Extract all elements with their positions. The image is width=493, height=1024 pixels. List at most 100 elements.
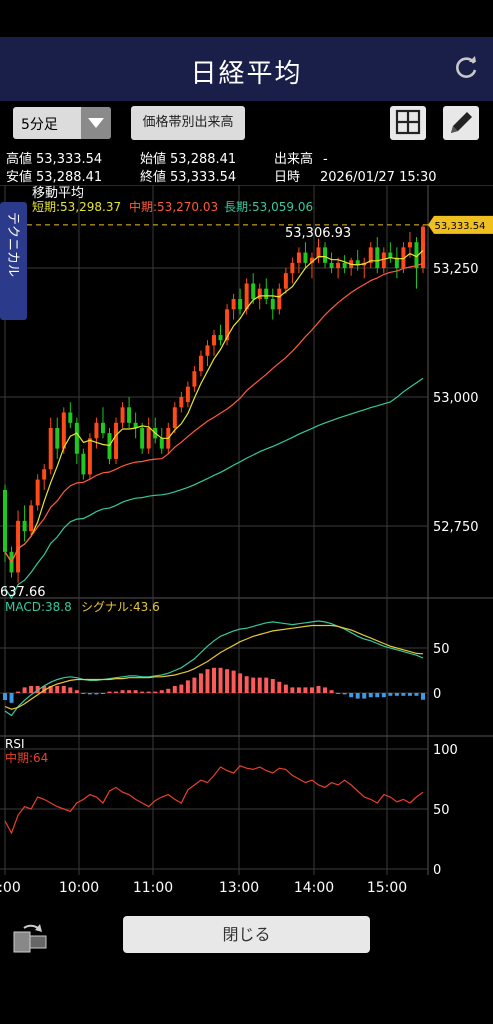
candle	[74, 422, 79, 454]
candle	[42, 469, 47, 480]
macd-histogram-bar	[198, 673, 203, 693]
draw-tool-button[interactable]	[443, 106, 479, 140]
macd-histogram-bar	[48, 686, 53, 693]
macd-histogram-bar	[388, 693, 393, 696]
ma-title: 移動平均	[32, 186, 84, 201]
candle	[323, 247, 328, 263]
candle	[100, 422, 105, 434]
grid-layout-button[interactable]	[390, 106, 426, 140]
macd-histogram-bar	[114, 691, 119, 693]
candle	[375, 247, 380, 268]
macd-histogram-bar	[290, 687, 295, 693]
macd-histogram-bar	[55, 686, 60, 693]
macd-histogram-bar	[9, 693, 14, 703]
rsi-legend: 中期:64	[5, 750, 48, 765]
candle	[127, 407, 132, 423]
macd-histogram-bar	[140, 691, 145, 693]
interval-select[interactable]: 5分足	[13, 107, 111, 139]
candle	[303, 252, 308, 263]
candle	[22, 520, 27, 532]
y-tick-label: 53,250	[433, 262, 479, 277]
pencil-icon	[451, 112, 472, 133]
candle	[198, 355, 203, 372]
technical-tab	[0, 202, 27, 320]
macd-histogram-bar	[74, 690, 79, 693]
candle	[16, 520, 21, 573]
candle	[368, 247, 373, 263]
info-open: 始値 53,288.41	[140, 152, 237, 167]
macd-histogram-bar	[107, 691, 112, 693]
chart-area[interactable]: 53,250 53,000 52,750 9:00 10:00 11:00 13:00 14:…	[0, 185, 493, 900]
bottom-bar: 閉じる	[0, 900, 493, 970]
candle	[401, 247, 406, 268]
macd-histogram-bar	[29, 686, 34, 693]
macd-histogram-bar	[133, 690, 138, 693]
macd-histogram-bar	[342, 693, 347, 695]
rsi-title: RSI	[5, 737, 25, 751]
candle	[192, 371, 197, 387]
candle	[355, 260, 360, 266]
rsi-y-tick: 100	[433, 743, 458, 758]
candle	[414, 242, 419, 268]
page-title: 日経平均	[190, 59, 303, 89]
macd-legend: MACD:38.8	[5, 600, 72, 614]
macd-histogram-bar	[244, 676, 249, 693]
macd-histogram-bar	[94, 693, 99, 695]
long-ma-line	[4, 377, 424, 600]
candle	[61, 412, 66, 449]
macd-histogram-bar	[375, 693, 380, 698]
candle	[133, 422, 138, 428]
macd-histogram-bar	[296, 687, 301, 693]
x-tick-label: 9:00	[0, 880, 21, 896]
macd-histogram-bar	[192, 677, 197, 693]
candle	[159, 438, 164, 449]
candle	[277, 288, 282, 310]
macd-histogram-bar	[283, 684, 288, 693]
mid-ma-line	[4, 262, 424, 564]
candle	[35, 479, 40, 506]
last-price-label: 53,333.54	[435, 221, 486, 232]
macd-histogram-bar	[218, 667, 223, 693]
info-volume: 出来高 -	[274, 152, 328, 167]
candle	[296, 252, 301, 263]
candle	[381, 252, 386, 268]
refresh-icon[interactable]	[453, 55, 479, 81]
macd-histogram-bar	[323, 687, 328, 693]
macd-histogram-bar	[159, 690, 164, 693]
macd-histogram-bar	[166, 688, 171, 693]
rotate-screen-icon[interactable]	[10, 916, 48, 954]
rsi-y-tick: 50	[433, 803, 450, 818]
candle	[3, 489, 7, 552]
ma-legend-0: 短期:53,298.37	[32, 200, 121, 214]
rsi-line	[4, 765, 424, 835]
candle	[251, 283, 256, 299]
macd-histogram-bar	[185, 680, 190, 693]
rsi-y-tick: 0	[433, 863, 441, 878]
candle	[388, 252, 393, 258]
macd-histogram-bar	[355, 693, 360, 699]
candle	[342, 262, 347, 268]
macd-histogram-bar	[257, 677, 262, 693]
macd-histogram-bar	[205, 669, 210, 693]
candle	[264, 288, 269, 299]
candle	[244, 283, 249, 310]
ma-legend-1: 中期:53,270.03	[129, 199, 218, 214]
header-bar: 日経平均	[0, 37, 493, 101]
macd-histogram-bar	[414, 693, 419, 696]
candle	[283, 273, 288, 289]
info-high: 高値 53,333.54	[6, 152, 103, 167]
macd-histogram-bar	[329, 690, 334, 693]
macd-histogram-bar	[238, 673, 243, 693]
price-band-volume-button[interactable]: 価格帯別出来高	[131, 106, 245, 140]
macd-histogram-bar	[407, 693, 412, 696]
technical-tab-label[interactable]: テクニカル	[5, 212, 20, 277]
candle	[81, 453, 86, 475]
macd-y-tick: 0	[433, 687, 441, 702]
macd-histogram-bar	[153, 691, 158, 693]
y-tick-label: 52,750	[433, 520, 479, 535]
candle	[225, 309, 230, 341]
macd-histogram-bar	[172, 686, 177, 693]
macd-histogram-bar	[362, 693, 367, 699]
close-button[interactable]: 閉じる	[123, 916, 370, 953]
